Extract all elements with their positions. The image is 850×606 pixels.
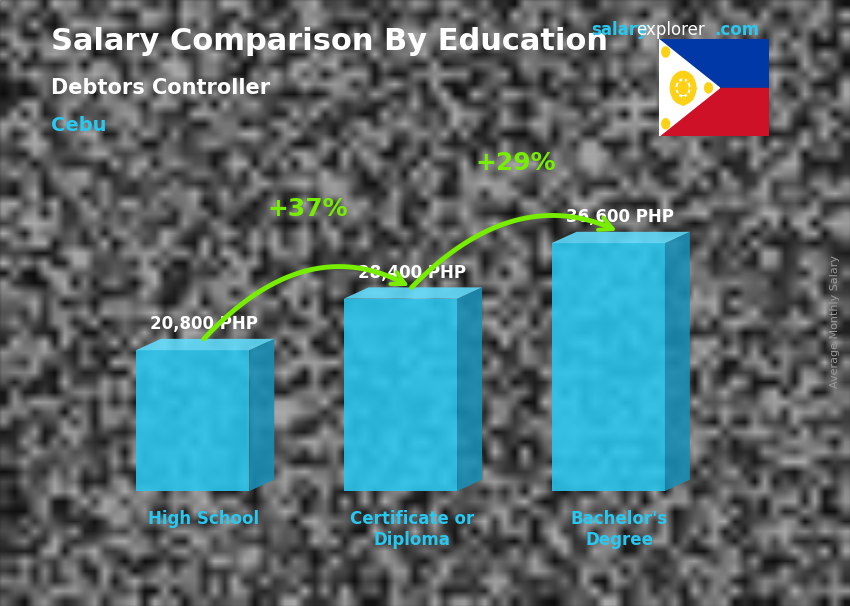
Polygon shape xyxy=(136,350,249,491)
Polygon shape xyxy=(552,243,665,491)
Polygon shape xyxy=(659,39,719,136)
Circle shape xyxy=(662,47,670,57)
Circle shape xyxy=(678,81,688,95)
Polygon shape xyxy=(343,299,457,491)
Text: Average Monthly Salary: Average Monthly Salary xyxy=(830,255,840,388)
Circle shape xyxy=(705,83,712,93)
Text: High School: High School xyxy=(148,510,259,528)
Polygon shape xyxy=(136,339,275,350)
Text: Debtors Controller: Debtors Controller xyxy=(51,78,270,98)
Bar xyxy=(659,39,769,88)
Text: 28,400 PHP: 28,400 PHP xyxy=(358,264,466,282)
Text: Cebu: Cebu xyxy=(51,116,106,135)
Polygon shape xyxy=(343,287,482,299)
Text: salary: salary xyxy=(591,21,648,39)
Polygon shape xyxy=(457,287,482,491)
Circle shape xyxy=(662,119,670,129)
Text: +29%: +29% xyxy=(475,151,556,175)
Text: +37%: +37% xyxy=(268,197,348,221)
Text: 36,600 PHP: 36,600 PHP xyxy=(565,208,673,227)
Text: .com: .com xyxy=(714,21,759,39)
Text: Salary Comparison By Education: Salary Comparison By Education xyxy=(51,27,608,56)
Text: 20,800 PHP: 20,800 PHP xyxy=(150,316,258,333)
Text: Bachelor's
Degree: Bachelor's Degree xyxy=(571,510,668,549)
Circle shape xyxy=(676,79,690,97)
Polygon shape xyxy=(665,232,690,491)
Circle shape xyxy=(671,72,696,104)
Text: Certificate or
Diploma: Certificate or Diploma xyxy=(349,510,473,549)
Bar xyxy=(659,88,769,136)
Polygon shape xyxy=(249,339,275,491)
Text: explorer: explorer xyxy=(636,21,705,39)
Polygon shape xyxy=(552,232,690,243)
